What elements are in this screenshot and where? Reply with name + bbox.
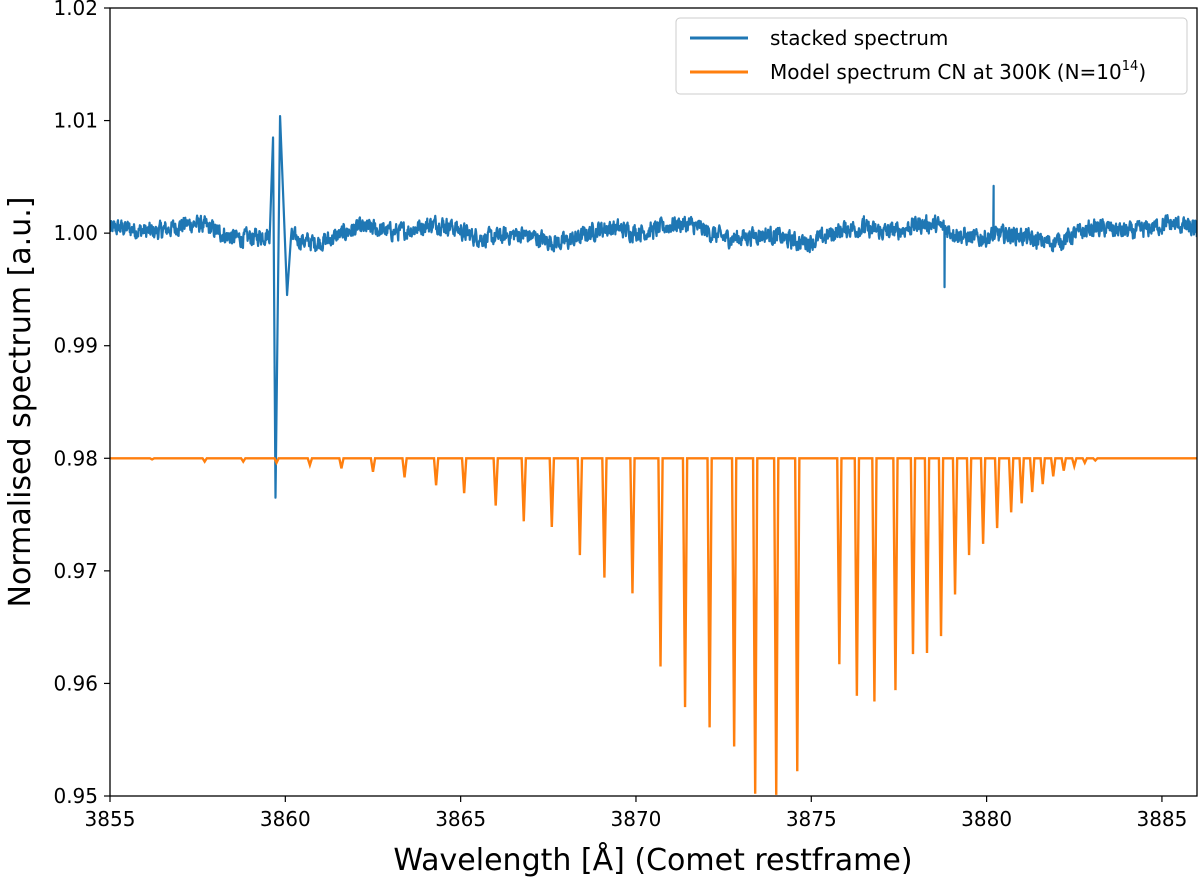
y-tick-label: 0.99 <box>53 334 98 358</box>
legend-label-cn-model: Model spectrum CN at 300K (N=1014) <box>770 59 1146 84</box>
y-tick-label: 1.02 <box>53 0 98 20</box>
x-axis-label: Wavelength [Å] (Comet restframe) <box>393 842 912 878</box>
y-axis-label: Normalised spectrum [a.u.] <box>3 197 38 608</box>
y-tick-label: 1.01 <box>53 109 98 133</box>
x-tick-label: 3865 <box>435 807 486 831</box>
x-axis-ticks: 3855 3860 3865 3870 3875 3880 3885 <box>85 796 1187 831</box>
x-tick-label: 3855 <box>85 807 136 831</box>
x-tick-label: 3880 <box>961 807 1012 831</box>
y-tick-label: 0.96 <box>53 671 98 695</box>
x-tick-label: 3860 <box>260 807 311 831</box>
y-tick-label: 0.98 <box>53 446 98 470</box>
plot-frame <box>109 7 1198 797</box>
y-tick-label: 0.97 <box>53 559 98 583</box>
y-tick-label: 1.00 <box>53 221 98 245</box>
series-line-cn-model <box>110 457 1197 795</box>
y-tick-label: 0.95 <box>53 784 98 808</box>
legend-label-stacked-spectrum: stacked spectrum <box>770 26 948 50</box>
x-tick-label: 3870 <box>611 807 662 831</box>
x-tick-label: 3885 <box>1136 807 1187 831</box>
y-axis-ticks: 0.95 0.96 0.97 0.98 0.99 1.00 1.01 1.02 <box>53 0 110 808</box>
x-tick-label: 3875 <box>786 807 837 831</box>
legend: stacked spectrum Model spectrum CN at 30… <box>675 17 1188 95</box>
legend-box <box>675 17 1188 95</box>
series-line-stacked-spectrum <box>110 114 1197 499</box>
